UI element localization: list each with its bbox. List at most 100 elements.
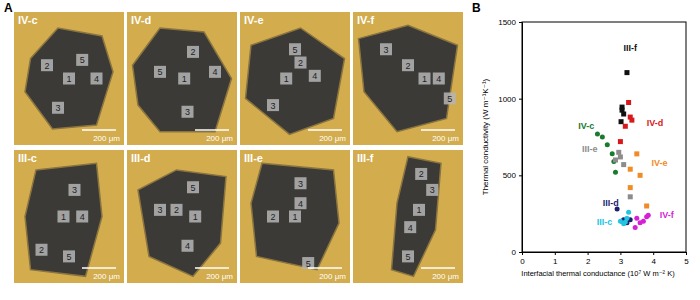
x-axis-line <box>523 253 687 256</box>
spot-number: 2 <box>298 58 303 68</box>
photo-shade <box>14 150 124 283</box>
photo-shade <box>240 12 350 145</box>
y-tick: 0 <box>512 248 522 257</box>
spot-number: 3 <box>270 101 275 111</box>
spot-box <box>404 221 416 233</box>
spot-number: 4 <box>436 74 441 84</box>
spot-number: 2 <box>190 47 195 57</box>
spot-box <box>58 211 70 223</box>
scale-bar-line <box>195 129 229 131</box>
x-tick-label: 0 <box>520 257 525 266</box>
series-label: IV-f <box>660 210 675 220</box>
crystal <box>138 170 226 276</box>
spot-number: 4 <box>94 74 99 84</box>
photo-tile: III-d53214200 μm <box>127 150 237 283</box>
point <box>641 219 646 224</box>
spot-number: 5 <box>306 259 311 269</box>
spot-number: 1 <box>416 205 421 215</box>
x-tick-mark <box>555 252 556 255</box>
spot-box <box>76 54 88 66</box>
spot-box <box>63 250 75 262</box>
crystal <box>246 28 345 134</box>
scale-bar-label: 200 μm <box>432 272 459 281</box>
spot-box <box>402 250 414 262</box>
x-tick: 5 <box>684 252 689 266</box>
series <box>628 151 649 208</box>
series-label: IV-e <box>652 158 668 168</box>
point <box>629 118 634 123</box>
point <box>619 119 624 124</box>
spot-box <box>41 59 53 71</box>
point <box>621 162 626 167</box>
point <box>638 173 643 178</box>
point <box>621 112 626 117</box>
spot-box <box>154 204 166 216</box>
photo-tile: IV-c25143200 μm <box>14 12 124 145</box>
spot-number: 1 <box>61 212 66 222</box>
spot-box <box>189 211 201 223</box>
x-axis: 012345 <box>520 252 689 266</box>
y-tick: 500 <box>503 171 522 180</box>
y-tick: 1500 <box>498 18 522 27</box>
point <box>618 154 623 159</box>
spot-number: 4 <box>408 223 413 233</box>
series-label: III-e <box>582 144 598 154</box>
spot-box <box>295 57 307 69</box>
panel-label: A <box>4 1 13 15</box>
scale-bar-line <box>308 129 342 131</box>
spot-number: 3 <box>72 185 77 195</box>
x-tick: 3 <box>619 252 624 266</box>
point <box>644 204 649 209</box>
point <box>626 100 631 105</box>
point <box>628 194 633 199</box>
spot-number: 5 <box>405 252 410 262</box>
photo-label: III-c <box>18 152 37 164</box>
spot-box <box>171 204 183 216</box>
spot-number: 1 <box>182 74 187 84</box>
scale-bar-label: 200 μm <box>93 272 120 281</box>
series-label: III-c <box>597 217 613 227</box>
spot-number: 3 <box>298 179 303 189</box>
point <box>613 158 618 163</box>
series <box>618 210 631 227</box>
y-tick-label: 500 <box>503 171 517 180</box>
spot-box <box>52 102 64 114</box>
x-tick-mark <box>620 252 621 255</box>
spot-number: 2 <box>405 61 410 71</box>
crystal <box>359 25 458 131</box>
spot-number: 5 <box>80 55 85 65</box>
photo-background <box>14 12 124 145</box>
scale-bar-label: 200 μm <box>93 134 120 143</box>
point <box>628 185 633 190</box>
spot-number: 5 <box>157 67 162 77</box>
series <box>613 150 633 199</box>
photo-background <box>240 150 350 283</box>
x-tick: 4 <box>651 252 656 266</box>
spot-number: 4 <box>185 241 190 251</box>
spot-box <box>63 73 75 85</box>
photo-background <box>127 150 237 283</box>
x-tick-mark <box>686 252 687 255</box>
series-label: III-f <box>623 43 637 53</box>
point <box>633 225 638 230</box>
photo-shade <box>127 12 237 145</box>
spot-box <box>413 204 425 216</box>
photo-background <box>14 150 124 283</box>
spot-box <box>91 73 103 85</box>
point <box>626 210 631 215</box>
crystal <box>392 157 442 277</box>
spot-number: 3 <box>55 103 60 113</box>
x-tick-label: 3 <box>619 257 624 266</box>
photo-label: IV-d <box>131 14 151 26</box>
spot-number: 1 <box>193 212 198 222</box>
x-tick-label: 1 <box>553 257 558 266</box>
y-tick-label: 1000 <box>498 95 516 104</box>
photo-tile: IV-d52143200 μm <box>127 12 237 145</box>
point <box>618 139 623 144</box>
scale-bar-label: 200 μm <box>206 134 233 143</box>
spot-box <box>182 106 194 118</box>
spot-box <box>69 184 81 196</box>
scale-bar-label: 200 μm <box>432 134 459 143</box>
scale-bar-line <box>82 267 116 269</box>
plot-frame <box>522 22 686 252</box>
